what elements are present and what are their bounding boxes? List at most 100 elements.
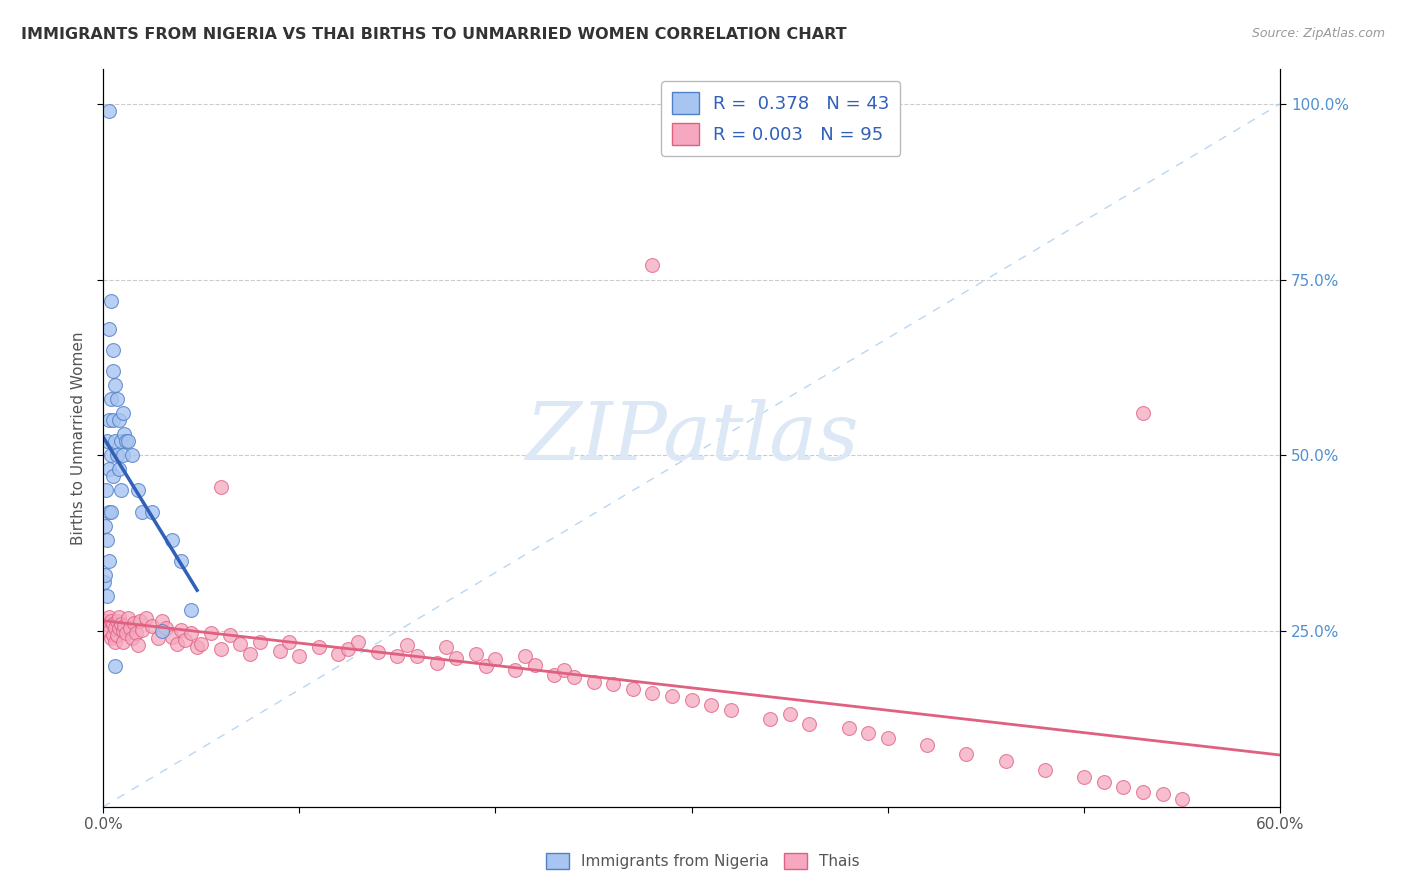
Point — [288, 648, 311, 663]
Point — [100, 448, 122, 462]
Point — [100, 505, 122, 519]
Point — [111, 624, 134, 639]
Point — [347, 634, 370, 648]
Point — [96, 434, 118, 449]
Point — [209, 641, 232, 656]
Point — [97, 322, 120, 336]
Point — [160, 533, 183, 547]
Point — [799, 717, 821, 731]
Point — [661, 689, 683, 703]
Point — [115, 625, 138, 640]
Point — [117, 611, 139, 625]
Point — [444, 651, 467, 665]
Point — [160, 630, 183, 644]
Point — [97, 103, 120, 118]
Point — [681, 693, 703, 707]
Point — [121, 631, 143, 645]
Point — [602, 677, 624, 691]
Point — [117, 434, 139, 449]
Point — [523, 657, 546, 672]
Point — [110, 434, 132, 449]
Point — [170, 623, 193, 637]
Point — [97, 413, 120, 427]
Point — [141, 505, 163, 519]
Point — [562, 670, 585, 684]
Point — [111, 406, 134, 420]
Point — [127, 638, 149, 652]
Point — [114, 618, 136, 632]
Point — [101, 364, 124, 378]
Point — [720, 703, 742, 717]
Point — [543, 667, 565, 681]
Text: Source: ZipAtlas.com: Source: ZipAtlas.com — [1251, 27, 1385, 40]
Legend: Immigrants from Nigeria, Thais: Immigrants from Nigeria, Thais — [540, 847, 866, 875]
Point — [484, 652, 506, 666]
Point — [239, 647, 262, 661]
Point — [308, 640, 330, 654]
Point — [434, 640, 457, 654]
Point — [97, 610, 120, 624]
Point — [124, 615, 146, 630]
Point — [406, 648, 429, 663]
Point — [464, 647, 486, 661]
Point — [994, 754, 1017, 768]
Point — [1152, 787, 1174, 801]
Point — [621, 681, 644, 696]
Point — [104, 634, 127, 648]
Point — [94, 518, 117, 533]
Point — [105, 614, 128, 628]
Point — [94, 568, 117, 582]
Point — [105, 448, 128, 462]
Point — [209, 480, 232, 494]
Point — [1112, 780, 1135, 795]
Point — [229, 637, 252, 651]
Point — [100, 293, 122, 308]
Point — [174, 632, 197, 647]
Point — [105, 392, 128, 406]
Point — [97, 554, 120, 568]
Point — [121, 448, 143, 462]
Point — [125, 625, 148, 640]
Point — [425, 656, 447, 670]
Point — [337, 641, 360, 656]
Point — [219, 628, 242, 642]
Point — [105, 628, 128, 642]
Point — [1033, 764, 1056, 778]
Point — [100, 614, 122, 628]
Point — [101, 469, 124, 483]
Point — [858, 726, 880, 740]
Point — [582, 674, 605, 689]
Point — [107, 413, 129, 427]
Point — [186, 640, 208, 654]
Point — [97, 624, 120, 639]
Point — [269, 644, 291, 658]
Point — [641, 259, 664, 273]
Point — [150, 614, 173, 628]
Point — [700, 698, 723, 712]
Point — [1132, 406, 1154, 420]
Point — [146, 631, 169, 645]
Point — [101, 343, 124, 357]
Text: IMMIGRANTS FROM NIGERIA VS THAI BIRTHS TO UNMARRIED WOMEN CORRELATION CHART: IMMIGRANTS FROM NIGERIA VS THAI BIRTHS T… — [21, 27, 846, 42]
Point — [115, 434, 138, 449]
Point — [190, 637, 212, 651]
Point — [127, 483, 149, 498]
Text: ZIPatlas: ZIPatlas — [524, 399, 859, 476]
Legend: R =  0.378   N = 43, R = 0.003   N = 95: R = 0.378 N = 43, R = 0.003 N = 95 — [661, 81, 900, 156]
Point — [367, 645, 389, 659]
Point — [166, 637, 188, 651]
Point — [96, 533, 118, 547]
Point — [131, 623, 153, 637]
Point — [1092, 775, 1115, 789]
Point — [129, 614, 152, 628]
Point — [100, 631, 122, 645]
Point — [759, 712, 782, 726]
Point — [114, 427, 136, 442]
Point — [779, 707, 801, 722]
Point — [155, 621, 177, 635]
Y-axis label: Births to Unmarried Women: Births to Unmarried Women — [72, 331, 86, 544]
Point — [104, 378, 127, 392]
Point — [104, 659, 127, 673]
Point — [135, 611, 157, 625]
Point — [107, 621, 129, 635]
